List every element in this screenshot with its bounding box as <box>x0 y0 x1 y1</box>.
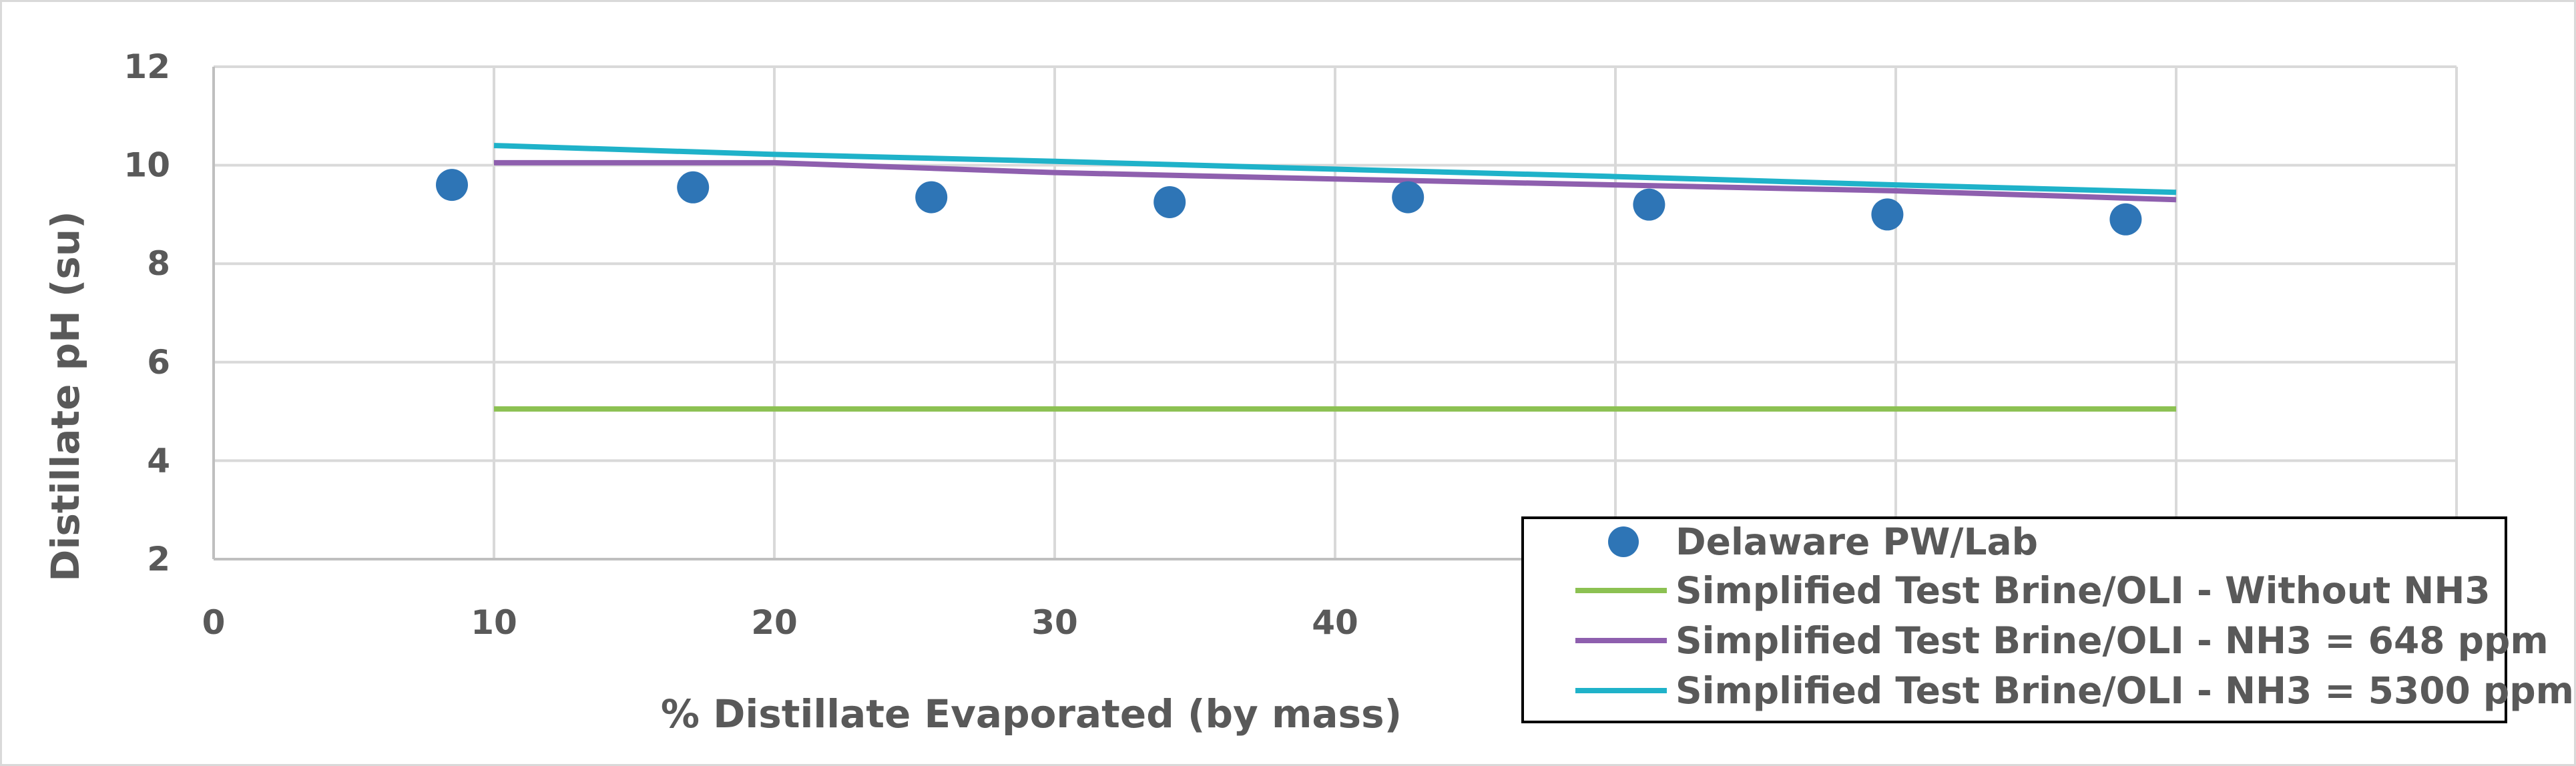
legend-label-without-nh3: Simplified Test Brine/OLI - Without NH3 <box>1676 569 2491 612</box>
data-point <box>2109 203 2142 236</box>
legend-label-nh3-648: Simplified Test Brine/OLI - NH3 = 648 pp… <box>1676 619 2549 662</box>
data-point <box>915 181 948 214</box>
legend-marker-delaware <box>1608 526 1639 557</box>
legend: Delaware PW/Lab Simplified Test Brine/OL… <box>1521 516 2574 723</box>
x-tick-label: 40 <box>1312 603 1358 642</box>
legend-box <box>1521 516 2507 723</box>
legend-label-delaware: Delaware PW/Lab <box>1676 520 2038 563</box>
x-tick-label: 10 <box>471 603 517 642</box>
y-tick-label: 8 <box>147 244 170 283</box>
x-axis-title: % Distillate Evaporated (by mass) <box>661 691 1402 737</box>
data-point <box>436 169 468 202</box>
y-tick-label: 2 <box>147 540 170 579</box>
y-tick-label: 6 <box>147 343 170 382</box>
series-line-3 <box>493 143 2177 196</box>
x-tick-label: 0 <box>202 603 226 642</box>
y-tick-label: 4 <box>147 441 170 480</box>
y-tick-labels: 2 4 6 8 10 12 <box>123 47 170 579</box>
data-point <box>1633 188 1665 221</box>
x-tick-label: 30 <box>1031 603 1078 642</box>
x-tick-label: 20 <box>751 603 798 642</box>
data-point <box>1392 181 1425 214</box>
data-point <box>1153 185 1186 218</box>
y-tick-label: 12 <box>123 47 170 86</box>
legend-label-nh3-5300: Simplified Test Brine/OLI - NH3 = 5300 p… <box>1676 669 2574 712</box>
data-point <box>677 171 710 204</box>
plot-series <box>436 143 2177 412</box>
data-point <box>1871 198 1904 231</box>
series-line-2 <box>494 159 2177 203</box>
y-tick-label: 10 <box>123 146 170 185</box>
grid-lines <box>214 65 2458 559</box>
y-axis-title: Distillate pH (su) <box>43 211 88 581</box>
